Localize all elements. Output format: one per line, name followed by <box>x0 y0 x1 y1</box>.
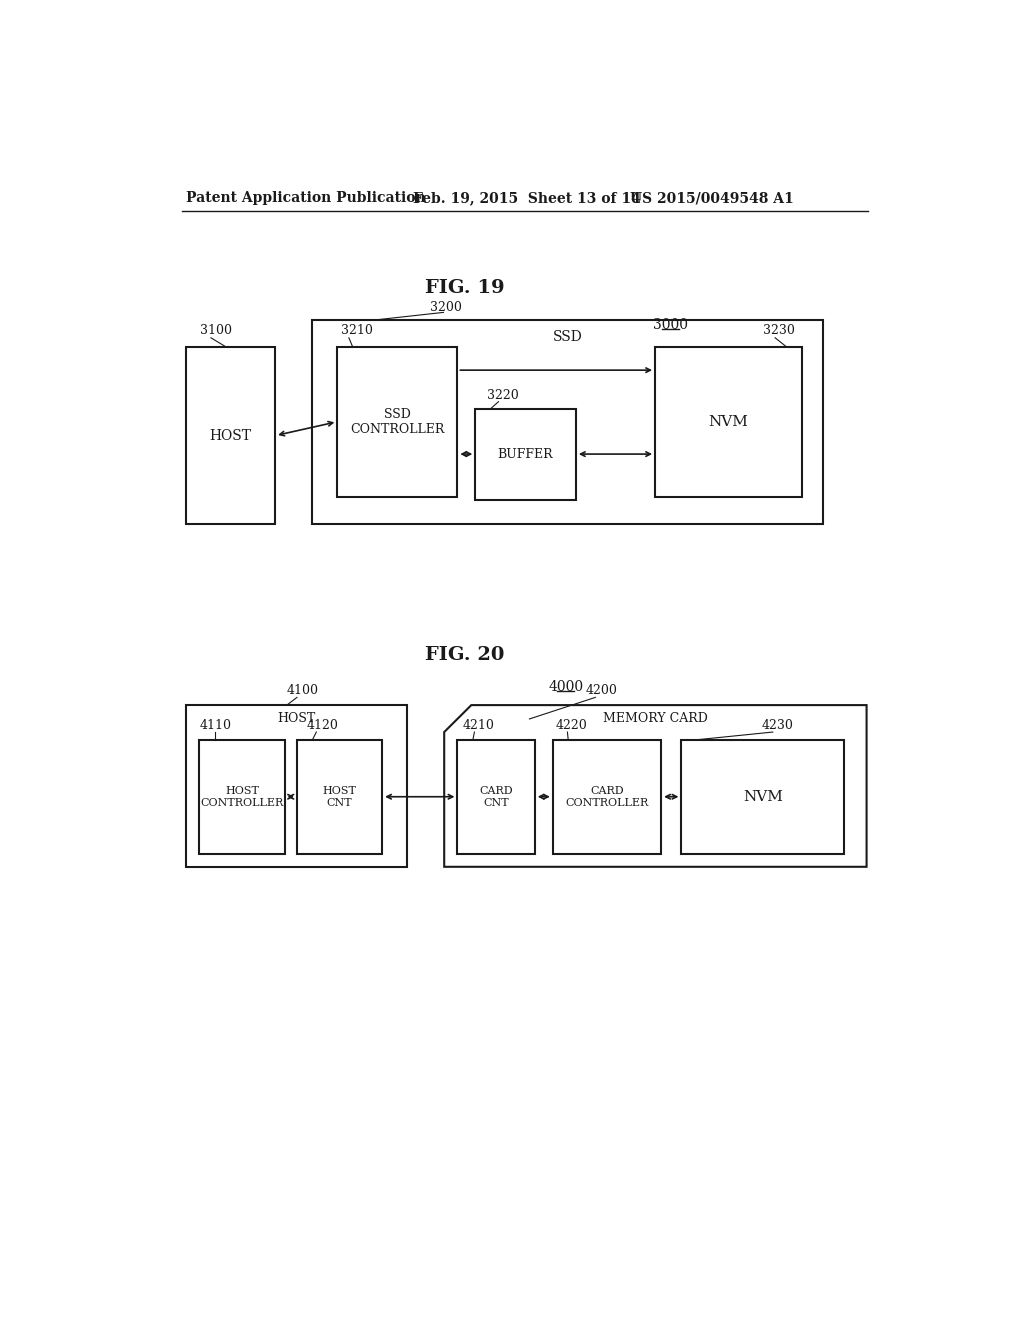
Text: CARD
CONTROLLER: CARD CONTROLLER <box>565 785 648 808</box>
Text: HOST
CONTROLLER: HOST CONTROLLER <box>201 785 284 808</box>
Text: HOST: HOST <box>210 429 252 442</box>
Bar <box>337 347 458 498</box>
Bar <box>655 347 802 498</box>
Bar <box>681 739 844 854</box>
Bar <box>186 347 275 524</box>
Bar <box>553 739 662 854</box>
Text: CARD
CNT: CARD CNT <box>479 785 513 808</box>
Bar <box>186 705 407 867</box>
Text: NVM: NVM <box>742 789 782 804</box>
Bar <box>475 409 575 499</box>
Text: 3100: 3100 <box>200 325 232 338</box>
Text: 3220: 3220 <box>486 389 518 403</box>
Text: 4230: 4230 <box>762 718 794 731</box>
Text: 4000: 4000 <box>548 681 584 694</box>
Bar <box>200 739 285 854</box>
Text: FIG. 20: FIG. 20 <box>425 645 505 664</box>
Text: 4200: 4200 <box>586 684 617 697</box>
Text: SSD
CONTROLLER: SSD CONTROLLER <box>350 408 444 436</box>
Text: NVM: NVM <box>709 414 749 429</box>
Text: US 2015/0049548 A1: US 2015/0049548 A1 <box>630 191 794 206</box>
Text: Feb. 19, 2015  Sheet 13 of 14: Feb. 19, 2015 Sheet 13 of 14 <box>414 191 641 206</box>
Text: 4120: 4120 <box>306 718 338 731</box>
Text: Patent Application Publication: Patent Application Publication <box>186 191 426 206</box>
Text: SSD: SSD <box>553 330 583 345</box>
Text: 4220: 4220 <box>556 718 588 731</box>
Bar <box>297 739 382 854</box>
Text: 3000: 3000 <box>653 318 688 331</box>
Text: MEMORY CARD: MEMORY CARD <box>603 713 708 726</box>
Text: 4110: 4110 <box>200 718 232 731</box>
Text: HOST: HOST <box>278 713 315 726</box>
Text: 3210: 3210 <box>341 325 373 338</box>
Text: 3200: 3200 <box>430 301 462 314</box>
Text: 4210: 4210 <box>463 718 495 731</box>
Bar <box>311 321 823 524</box>
Polygon shape <box>444 705 866 867</box>
Text: HOST
CNT: HOST CNT <box>323 785 356 808</box>
Text: BUFFER: BUFFER <box>498 447 553 461</box>
Text: FIG. 19: FIG. 19 <box>425 279 505 297</box>
Text: 4100: 4100 <box>287 684 318 697</box>
Bar <box>458 739 535 854</box>
Text: 3230: 3230 <box>764 325 796 338</box>
